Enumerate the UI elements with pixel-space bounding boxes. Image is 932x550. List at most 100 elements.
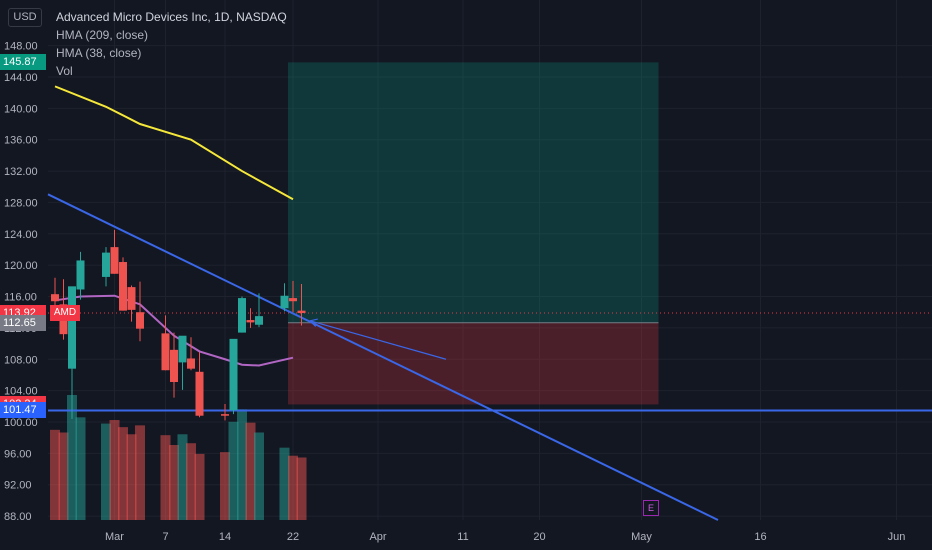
y-tick-label: 148.00: [4, 41, 38, 53]
chart-legend: Advanced Micro Devices Inc, 1D, NASDAQ H…: [56, 8, 287, 80]
x-tick-label: 20: [533, 531, 545, 543]
volume-bar: [296, 457, 307, 520]
volume-bar: [245, 422, 256, 520]
price-tag-target: 145.87: [0, 54, 46, 71]
volume-bar: [135, 425, 145, 520]
candle: [161, 315, 170, 371]
earnings-badge[interactable]: E: [643, 500, 659, 516]
y-tick-label: 128.00: [4, 197, 38, 209]
y-tick-label: 120.00: [4, 260, 38, 272]
hma-209-line: [54, 85, 294, 201]
volume-bar: [126, 434, 137, 520]
candle-body: [289, 298, 297, 302]
candle-body: [221, 414, 229, 416]
candle: [76, 251, 85, 300]
price-tag-horizontal-line: 101.47: [0, 402, 46, 419]
volume-bar: [288, 455, 298, 520]
x-tick-label: 16: [754, 531, 766, 543]
candle: [119, 257, 127, 311]
candle: [246, 308, 255, 328]
candle: [187, 337, 195, 371]
candle: [289, 280, 297, 313]
x-axis-labels: Mar 7 14 22 Apr 11 20 May 16 Jun: [105, 531, 905, 543]
candle-body: [255, 316, 263, 325]
candle-body: [229, 338, 238, 411]
stop-zone: [288, 322, 659, 405]
volume-bar: [279, 447, 290, 520]
volume-bar: [75, 417, 86, 520]
y-tick-label: 132.00: [4, 166, 38, 178]
y-tick-label: 140.00: [4, 103, 38, 115]
volume-bar: [194, 453, 205, 520]
volume-bar: [169, 445, 179, 520]
candle: [280, 283, 289, 312]
y-tick-label: 96.00: [4, 448, 32, 460]
y-tick-label: 124.00: [4, 229, 38, 241]
hma-38-line: [54, 294, 294, 367]
arrow-head: [308, 318, 318, 327]
trendline-line: [47, 193, 719, 521]
volume-bar: [254, 432, 264, 520]
candle-body: [102, 252, 110, 277]
volume-bar: [237, 409, 247, 520]
candle-body: [187, 358, 195, 369]
y-tick-label: 100.00: [4, 417, 38, 429]
x-tick-label: 11: [457, 531, 468, 543]
x-tick-label: 22: [287, 531, 299, 543]
candle-body: [178, 335, 187, 363]
y-tick-label: 136.00: [4, 135, 38, 147]
position-zones: [288, 62, 659, 405]
y-tick-label: 116.00: [4, 292, 37, 304]
x-tick-label: Apr: [369, 531, 386, 543]
price-tag-entry: 112.65: [0, 314, 46, 331]
candle: [238, 296, 246, 333]
indicator-hma-209[interactable]: HMA (209, close): [56, 28, 149, 42]
candle: [178, 335, 187, 390]
currency-selector[interactable]: USD: [8, 8, 42, 27]
candle-body: [136, 312, 144, 329]
x-tick-label: May: [631, 531, 652, 543]
volume-bar: [220, 452, 230, 520]
candle-body: [76, 260, 85, 290]
y-tick-label: 88.00: [4, 511, 32, 523]
candle-body: [246, 320, 255, 323]
x-tick-label: 14: [219, 531, 231, 543]
candle: [195, 352, 204, 418]
candle: [221, 403, 229, 421]
candle: [229, 338, 238, 415]
candle: [127, 285, 136, 322]
candle-body: [127, 287, 136, 310]
indicator-volume[interactable]: Vol: [56, 64, 73, 78]
candle-body: [119, 262, 127, 311]
candle-body: [297, 310, 306, 313]
symbol-tag: AMD: [50, 304, 80, 321]
candle-body: [110, 247, 119, 274]
candle-body: [51, 294, 59, 302]
volume-bars: [50, 395, 307, 520]
y-axis-labels: 148.00 144.00 140.00 136.00 132.00 128.00 124.…: [4, 41, 38, 523]
candle-body: [161, 333, 170, 371]
volume-bar: [101, 423, 111, 520]
arrow-shaft: [309, 320, 447, 360]
indicator-hma-38[interactable]: HMA (38, close): [56, 46, 142, 60]
volume-bar: [50, 429, 60, 520]
volume-bar: [186, 443, 196, 520]
candle-body: [195, 371, 204, 416]
symbol-title: Advanced Micro Devices Inc, 1D, NASDAQ: [56, 10, 287, 24]
x-tick-label: Jun: [888, 531, 906, 543]
volume-bar: [160, 435, 171, 520]
candle: [102, 247, 110, 287]
volume-bar: [118, 427, 128, 520]
candle: [297, 283, 306, 326]
target-zone: [288, 62, 659, 323]
volume-bar: [228, 421, 239, 520]
candle-body: [68, 286, 76, 369]
volume-bar: [58, 432, 69, 520]
x-tick-label: Mar: [105, 531, 124, 543]
arrow-drawing: [308, 318, 447, 360]
candle: [170, 332, 178, 398]
candle-body: [280, 295, 289, 309]
y-tick-label: 104.00: [4, 386, 38, 398]
